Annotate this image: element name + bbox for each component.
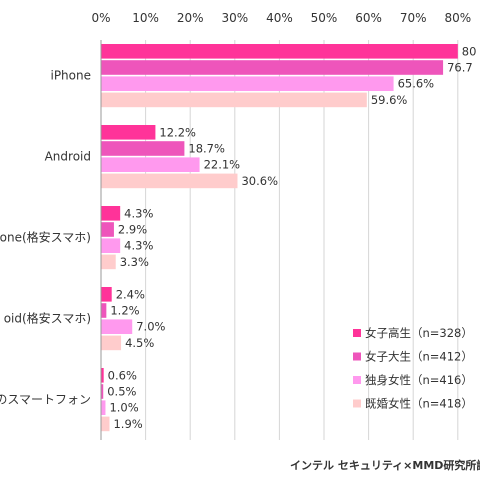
data-label: 1.9% xyxy=(113,417,142,431)
x-tick-label: 20% xyxy=(177,11,204,25)
data-label: 30.6% xyxy=(241,174,278,188)
data-label: 2.9% xyxy=(118,223,147,237)
bar xyxy=(101,368,104,383)
bar xyxy=(101,157,200,172)
data-label: 0.6% xyxy=(108,368,137,382)
x-tick-label: 50% xyxy=(311,11,338,25)
data-label: 1.2% xyxy=(110,304,139,318)
legend-label: 女子高生（n=328） xyxy=(365,326,473,340)
bar xyxy=(101,384,104,399)
bar xyxy=(101,125,156,140)
legend-label: 女子大生（n=412） xyxy=(365,350,473,364)
bar xyxy=(101,303,107,318)
category-labels: iPhone Android one(格安スマホ) oid(格安スマホ) の他のスマート… xyxy=(0,69,91,407)
legend-swatch xyxy=(353,376,361,384)
bar xyxy=(101,60,444,75)
category-label: Android xyxy=(45,150,91,164)
x-tick-label: 0% xyxy=(91,11,110,25)
bar xyxy=(101,173,238,189)
bar xyxy=(101,254,116,270)
data-label: 0.5% xyxy=(107,385,136,399)
x-tick-label: 30% xyxy=(221,11,248,25)
source-credit: インテル セキュリティ×MMD研究所調 xyxy=(290,458,480,472)
data-label: 80 xyxy=(462,44,477,58)
category-label: の他のスマートフォン xyxy=(0,393,91,407)
legend-label: 独身女性（n=416） xyxy=(365,373,473,387)
bars xyxy=(101,44,458,432)
x-axis-ticks: 0% 10% 20% 30% 40% 50% 60% 70% 80% xyxy=(91,11,471,25)
legend-swatch xyxy=(353,399,361,408)
category-label: oid(格安スマホ) xyxy=(4,311,91,326)
bar xyxy=(101,400,106,415)
legend-swatch xyxy=(353,352,361,361)
data-label: 12.2% xyxy=(159,125,196,139)
legend-swatch xyxy=(353,329,361,337)
bar xyxy=(101,416,110,432)
data-label: 18.7% xyxy=(188,142,225,156)
x-tick-label: 80% xyxy=(444,11,471,25)
data-label: 1.0% xyxy=(109,401,138,415)
data-label: 65.6% xyxy=(398,77,435,91)
x-tick-label: 70% xyxy=(400,11,427,25)
category-label: one(格安スマホ) xyxy=(0,230,91,245)
data-label: 59.6% xyxy=(371,93,408,107)
legend: 女子高生（n=328） 女子大生（n=412） 独身女性（n=416） 既婚女性（n=… xyxy=(353,326,473,411)
x-tick-label: 60% xyxy=(355,11,382,25)
data-label: 3.3% xyxy=(120,255,149,269)
bar xyxy=(101,76,394,91)
bar xyxy=(101,206,121,221)
data-labels: 80 76.7 65.6% 59.6% 12.2% 18.7% 22.1%30.6% 4.3%… xyxy=(107,44,476,431)
x-tick-label: 10% xyxy=(132,11,159,25)
data-label: 22.1% xyxy=(204,158,241,172)
category-label: iPhone xyxy=(50,69,91,83)
bar xyxy=(101,44,458,59)
data-label: 4.5% xyxy=(125,336,154,350)
bar xyxy=(101,222,114,237)
bar xyxy=(101,319,133,334)
data-label: 4.3% xyxy=(124,206,153,220)
bar xyxy=(101,238,121,253)
bar xyxy=(101,92,367,108)
data-label: 4.3% xyxy=(124,239,153,253)
data-label: 7.0% xyxy=(136,320,165,334)
data-label: 2.4% xyxy=(116,287,145,301)
data-label: 76.7 xyxy=(447,61,473,75)
legend-label: 既婚女性（n=418） xyxy=(365,397,473,411)
x-tick-label: 40% xyxy=(266,11,293,25)
bar xyxy=(101,141,185,156)
bar xyxy=(101,335,122,351)
bar xyxy=(101,287,112,302)
